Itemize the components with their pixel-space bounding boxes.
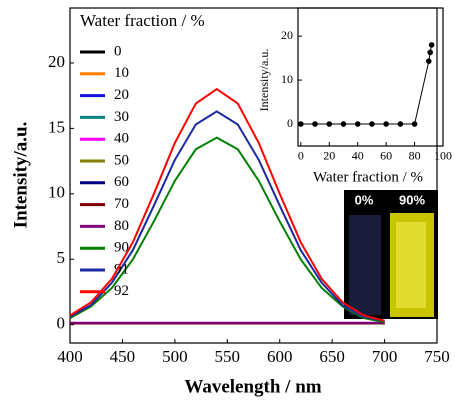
legend-label: 0 xyxy=(114,43,122,59)
legend-title: Water fraction / % xyxy=(80,11,205,30)
plot-frame xyxy=(297,7,444,147)
x-tick-label: 600 xyxy=(267,347,293,366)
data-point xyxy=(411,121,418,127)
legend-label: 92 xyxy=(114,283,129,299)
legend-label: 10 xyxy=(114,65,129,81)
y-tick-label: 15 xyxy=(48,117,65,136)
data-point xyxy=(326,121,333,127)
x-tick-label: 100 xyxy=(434,149,452,163)
spectrum-line xyxy=(69,110,385,322)
x-tick-label: 40 xyxy=(352,149,364,163)
inset-x-label: Water fraction / % xyxy=(313,169,423,185)
legend-label: 91 xyxy=(114,261,129,277)
y-tick-label: 10 xyxy=(48,183,65,202)
legend-label: 40 xyxy=(114,131,129,147)
inset-y-label: Intensity/a.u. xyxy=(257,49,271,112)
photo-label: 90% xyxy=(399,192,425,207)
x-tick-label: 500 xyxy=(162,347,188,366)
x-tick-label: 400 xyxy=(57,347,83,366)
vial-glow xyxy=(396,222,426,308)
x-tick-label: 700 xyxy=(372,347,398,366)
legend-label: 30 xyxy=(114,109,129,125)
y-tick-label: 0 xyxy=(287,116,293,130)
y-tick-label: 5 xyxy=(57,248,66,267)
data-point xyxy=(427,49,434,56)
data-point xyxy=(425,58,432,64)
y-tick-label: 10 xyxy=(281,72,293,86)
legend-label: 90 xyxy=(114,240,129,256)
vial-dark xyxy=(349,215,381,315)
legend-label: 70 xyxy=(114,196,129,212)
y-tick-label: 20 xyxy=(48,52,65,71)
x-tick-label: 60 xyxy=(380,149,392,163)
data-point xyxy=(397,121,404,127)
x-tick-label: 750 xyxy=(424,347,450,366)
spectrum-line xyxy=(69,87,385,322)
x-tick-label: 20 xyxy=(323,149,335,163)
legend-label: 80 xyxy=(114,218,129,234)
data-point xyxy=(312,121,318,127)
data-point xyxy=(428,42,435,48)
y-tick-label: 0 xyxy=(57,314,66,333)
photo-inset: 0% 90% xyxy=(344,190,438,319)
y-tick-label: 20 xyxy=(281,28,293,42)
x-tick-label: 550 xyxy=(215,347,241,366)
x-axis-label: Wavelength / nm xyxy=(184,376,321,397)
legend-label: 20 xyxy=(114,87,129,103)
data-point xyxy=(298,121,304,127)
legend-label: 60 xyxy=(114,174,129,190)
spectrum-line xyxy=(69,136,385,324)
x-tick-label: 450 xyxy=(110,347,136,366)
plot-frame xyxy=(69,7,438,344)
x-tick-label: 650 xyxy=(319,347,345,366)
y-axis-label: Intensity/a.u. xyxy=(10,122,31,229)
x-tick-label: 0 xyxy=(298,149,304,163)
x-tick-label: 80 xyxy=(409,149,421,163)
legend-label: 50 xyxy=(114,152,129,168)
data-point xyxy=(383,121,389,127)
data-point xyxy=(369,121,375,127)
data-point xyxy=(340,121,347,127)
photo-label: 0% xyxy=(355,192,374,207)
data-point xyxy=(354,121,361,127)
